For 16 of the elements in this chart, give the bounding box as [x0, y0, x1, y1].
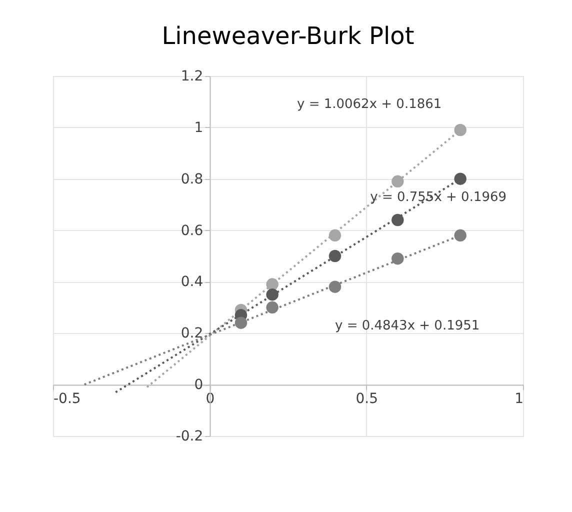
chart-title: Lineweaver-Burk Plot [162, 22, 414, 50]
x-tick-label: -0.5 [54, 391, 81, 408]
series-label: y = 0.755x + 0.1969 [370, 190, 507, 205]
y-tick-label: 0.4 [180, 274, 204, 290]
y-tick-label: 1.2 [180, 68, 204, 84]
x-tick-label: 0.5 [356, 391, 378, 408]
y-tick-label: 1 [194, 120, 204, 136]
series-label: y = 1.0062x + 0.1861 [296, 97, 442, 112]
y-tick-label: -0.2 [176, 428, 204, 444]
x-tick-label: 0 [206, 391, 215, 408]
x-tick-label: 1 [514, 391, 524, 408]
text: y = 0.4843x + 0.1951 [334, 318, 480, 334]
y-tick-label: 0.8 [180, 171, 204, 188]
y-tick-label: 0.6 [180, 222, 204, 239]
y-tick-label: 0.2 [180, 326, 204, 342]
y-tick-label: 0 [194, 377, 204, 394]
